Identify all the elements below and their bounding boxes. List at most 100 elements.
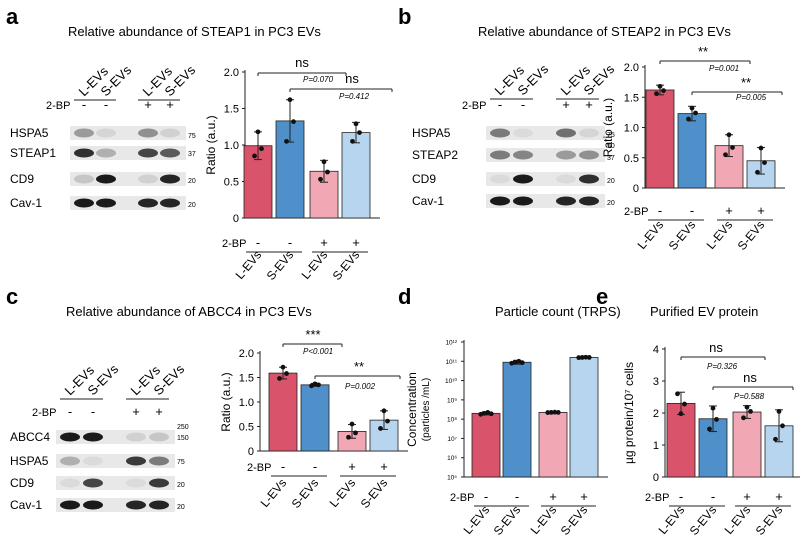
data-point [689, 105, 695, 111]
y-tick-label: 10⁹ [447, 397, 457, 404]
treatment-sign: + [562, 97, 570, 112]
significance-mark: ** [354, 359, 364, 374]
treatment-sign: + [585, 97, 593, 112]
mw-marker: 50 [607, 143, 615, 150]
bar [268, 372, 298, 452]
y-axis-label-units: (particles /mL) [421, 378, 432, 441]
treatment-row-label: 2-BP [645, 492, 669, 504]
data-point [255, 129, 261, 135]
category-label: L-EVs [656, 503, 688, 537]
data-point [741, 415, 746, 421]
y-tick-label: 10¹¹ [445, 359, 457, 366]
p-value: P=0.070 [303, 75, 334, 84]
y-axis-label: Concentration [405, 372, 419, 447]
category-label: S-EVs [666, 218, 699, 253]
blot-band [160, 148, 180, 158]
bar [341, 132, 371, 219]
blot-band [83, 432, 103, 442]
band-label: CD9 [412, 172, 436, 186]
data-point [579, 355, 585, 360]
blot-band [60, 500, 80, 510]
data-point [780, 423, 785, 429]
data-point [661, 88, 666, 93]
significance-mark: *** [305, 327, 320, 342]
blot-strip [56, 498, 175, 512]
data-point [776, 409, 782, 414]
blot-band [83, 500, 103, 510]
category-label: S-EVs [358, 476, 391, 511]
blot-strip [70, 196, 186, 210]
blot-band [74, 128, 94, 138]
data-point [707, 426, 712, 432]
treatment-sign: - [711, 489, 715, 504]
data-point [657, 83, 663, 89]
significance-mark: ns [345, 71, 359, 86]
treatment-sign: - [281, 459, 285, 474]
mw-marker: 20 [177, 482, 185, 489]
data-point [654, 91, 659, 97]
band-label: HSPA5 [10, 126, 49, 140]
blot-band [490, 174, 510, 184]
panel-letter-a: a [6, 4, 19, 29]
blot-band [149, 500, 169, 510]
blot-band [138, 174, 158, 184]
data-point [678, 411, 684, 417]
blot-band [490, 128, 510, 138]
significance-mark: ns [295, 55, 309, 70]
data-point [693, 110, 698, 116]
data-point [583, 354, 589, 360]
mw-marker: 150 [177, 435, 189, 442]
treatment-sign: + [320, 235, 328, 250]
category-label: L-EVs [461, 503, 493, 537]
category-label: S-EVs [735, 218, 768, 253]
data-point [755, 169, 760, 175]
mw-marker: 250 [177, 424, 189, 431]
blot-band [138, 198, 158, 208]
blot-band [149, 456, 169, 466]
data-point [277, 376, 282, 381]
data-point [252, 153, 257, 159]
data-point [714, 417, 719, 422]
bar [502, 361, 532, 478]
data-point [576, 355, 582, 361]
y-axis-label: Ratio (a.u.) [601, 98, 615, 157]
treatment-sign: + [743, 489, 751, 504]
category-label: L-EVs [233, 248, 265, 282]
bar [569, 357, 599, 478]
data-point [280, 364, 286, 370]
blot-strip [56, 454, 175, 468]
p-value: P=0.001 [709, 64, 739, 73]
blot-strip [70, 172, 186, 186]
data-point [519, 360, 525, 366]
bar [471, 412, 501, 478]
p-value: P=0.002 [345, 382, 376, 391]
treatment-row-label: 2-BP [32, 407, 56, 419]
data-point [726, 132, 732, 138]
blot-band [96, 128, 116, 138]
data-point [758, 145, 764, 151]
treatment-sign: + [380, 459, 388, 474]
y-tick-label: 3 [653, 376, 659, 388]
data-point [762, 160, 767, 165]
blot-band [556, 196, 576, 206]
y-tick-label: 1.5 [624, 92, 639, 104]
p-value: P=0.005 [736, 93, 767, 102]
treatment-sign: + [166, 97, 174, 112]
y-tick-label: 0 [248, 446, 254, 458]
data-point [349, 421, 355, 427]
data-point [682, 401, 687, 407]
data-point [325, 169, 330, 175]
blot-band [138, 128, 158, 138]
category-label: S-EVs [264, 248, 297, 283]
data-point [378, 426, 383, 431]
blot-strip [486, 194, 605, 208]
treatment-sign: + [580, 489, 588, 504]
mw-marker: 20 [177, 504, 185, 511]
mw-marker: 20 [607, 200, 615, 207]
data-point [353, 121, 359, 127]
y-tick-label: 0 [233, 213, 239, 225]
blot-band [74, 148, 94, 158]
panel-letter-b: b [398, 4, 411, 29]
y-tick-label: 1.0 [224, 140, 239, 152]
